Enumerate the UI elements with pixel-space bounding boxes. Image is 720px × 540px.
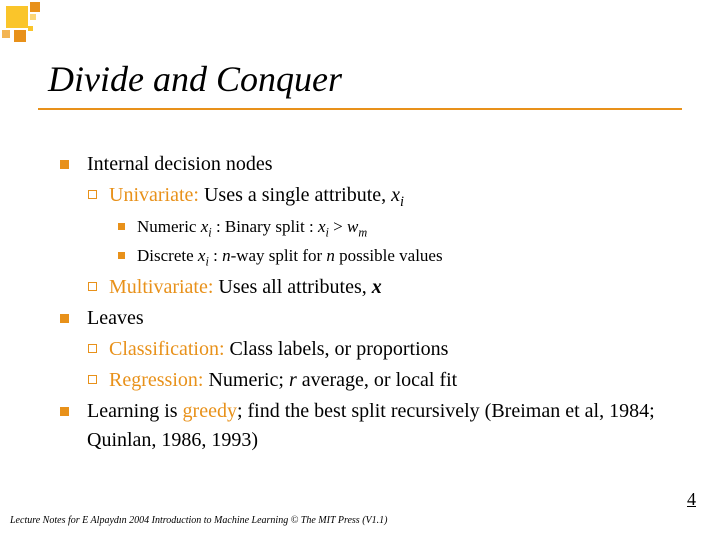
sub-sub-bullet-item: Numeric xi : Binary split : xi > wm bbox=[118, 215, 690, 242]
hollow-square-bullet-icon bbox=[88, 190, 97, 199]
bullet-text: Learning is greedy; find the best split … bbox=[87, 397, 690, 455]
sub-bullet-item: Multivariate: Uses all attributes, x bbox=[88, 273, 690, 302]
bullet-text: Multivariate: Uses all attributes, x bbox=[109, 273, 690, 302]
hollow-square-bullet-icon bbox=[88, 282, 97, 291]
bullet-text: Discrete xi : n-way split for n possible… bbox=[137, 244, 690, 271]
decor-square bbox=[30, 2, 40, 12]
bullet-text: Regression: Numeric; r average, or local… bbox=[109, 366, 690, 395]
hollow-square-bullet-icon bbox=[88, 375, 97, 384]
square-bullet-icon bbox=[60, 314, 69, 323]
decor-square bbox=[14, 30, 26, 42]
bullet-text: Univariate: Uses a single attribute, xi bbox=[109, 181, 690, 213]
page-number: 4 bbox=[687, 489, 696, 510]
bullet-item: Learning is greedy; find the best split … bbox=[60, 397, 690, 455]
bullet-text: Classification: Class labels, or proport… bbox=[109, 335, 690, 364]
footer-citation: Lecture Notes for E Alpaydın 2004 Introd… bbox=[10, 515, 387, 526]
square-bullet-icon bbox=[60, 407, 69, 416]
square-bullet-icon bbox=[118, 223, 125, 230]
decor-square bbox=[28, 26, 33, 31]
hollow-square-bullet-icon bbox=[88, 344, 97, 353]
bullet-text: Leaves bbox=[87, 304, 690, 333]
title-rule bbox=[38, 108, 682, 110]
bullet-item: Internal decision nodes bbox=[60, 150, 690, 179]
sub-sub-bullet-item: Discrete xi : n-way split for n possible… bbox=[118, 244, 690, 271]
decor-square bbox=[6, 6, 28, 28]
sub-bullet-item: Univariate: Uses a single attribute, xi bbox=[88, 181, 690, 213]
bullet-text: Numeric xi : Binary split : xi > wm bbox=[137, 215, 690, 242]
slide-title: Divide and Conquer bbox=[48, 58, 342, 100]
sub-bullet-item: Regression: Numeric; r average, or local… bbox=[88, 366, 690, 395]
slide-body: Internal decision nodes Univariate: Uses… bbox=[60, 150, 690, 457]
bullet-item: Leaves bbox=[60, 304, 690, 333]
corner-decoration bbox=[0, 0, 80, 50]
square-bullet-icon bbox=[60, 160, 69, 169]
decor-square bbox=[30, 14, 36, 20]
square-bullet-icon bbox=[118, 252, 125, 259]
bullet-text: Internal decision nodes bbox=[87, 150, 690, 179]
decor-square bbox=[2, 30, 10, 38]
sub-bullet-item: Classification: Class labels, or proport… bbox=[88, 335, 690, 364]
